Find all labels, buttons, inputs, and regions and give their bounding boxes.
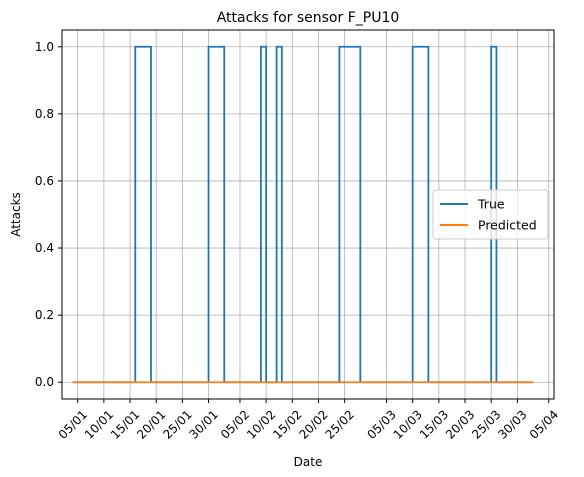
x-tick-label: 25/02 [323,407,357,441]
x-tick-label: 05/03 [364,407,398,441]
legend: True Predicted [432,189,549,240]
x-tick-label: 05/02 [218,407,252,441]
x-axis: 05/0110/0115/0120/0125/0130/0105/0210/02… [56,399,561,442]
x-tick-label: 15/01 [108,407,142,441]
legend-box [432,189,549,240]
y-tick-label: 0.0 [35,375,54,389]
legend-label-true: True [477,197,505,212]
plot-frame [61,29,555,400]
legend-label-predicted: Predicted [478,218,537,233]
x-axis-label: Date [294,455,323,469]
y-axis-label: Attacks [9,192,23,237]
y-tick-label: 0.6 [35,174,54,188]
y-tick-label: 1.0 [35,40,54,54]
x-tick-label: 20/02 [296,407,330,441]
x-tick-label: 25/01 [160,407,194,441]
x-tick-label: 10/03 [391,407,425,441]
x-tick-label: 20/01 [134,407,168,441]
x-tick-label: 15/02 [270,407,304,441]
x-tick-label: 15/03 [417,407,451,441]
x-tick-label: 30/03 [495,407,529,441]
y-tick-label: 0.8 [35,107,54,121]
x-tick-label: 10/01 [82,407,116,441]
chart-title: Attacks for sensor F_PU10 [217,10,400,26]
y-axis: 0.0 0.2 0.4 0.6 0.8 1.0 [35,40,62,389]
x-tick-label: 05/01 [56,407,90,441]
y-tick-label: 0.4 [35,241,54,255]
x-tick-label: 10/02 [244,407,278,441]
y-tick-label: 0.2 [35,308,54,322]
x-tick-label: 20/03 [443,407,477,441]
x-tick-label: 30/01 [187,407,221,441]
series-layer [72,45,534,384]
x-tick-label: 25/03 [469,407,503,441]
x-tick-label: 05/04 [527,407,561,441]
